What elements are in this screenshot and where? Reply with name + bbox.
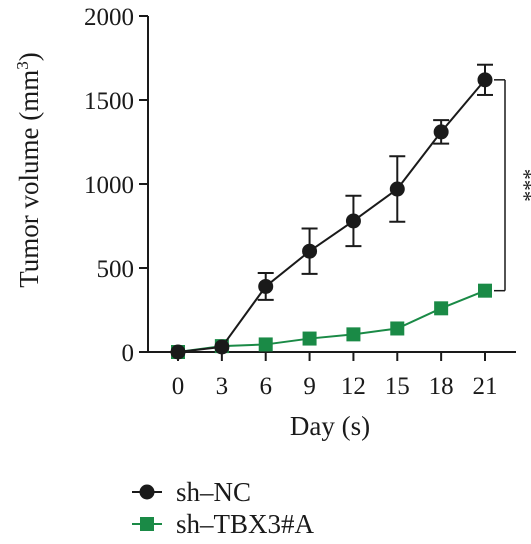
legend-label: sh–NC	[176, 477, 251, 507]
y-axis-title-sup: 3	[13, 61, 32, 70]
data-point	[477, 72, 493, 88]
data-point	[389, 181, 405, 197]
x-tick-label: 6	[259, 373, 272, 400]
x-tick-label: 12	[341, 373, 366, 400]
x-tick-label: 18	[429, 373, 454, 400]
x-tick-label: 15	[385, 373, 410, 400]
data-point	[345, 213, 361, 229]
data-point	[258, 337, 273, 352]
data-point	[302, 331, 317, 346]
y-tick-label: 2000	[84, 4, 134, 31]
data-point	[478, 283, 492, 298]
x-axis-title: Day (s)	[290, 411, 370, 441]
data-point	[302, 243, 318, 259]
legend-label: sh–TBX3#A	[176, 509, 315, 539]
y-axis-title-main: Tumor volume (mm	[14, 70, 44, 288]
legend-item: sh–NC	[132, 477, 251, 507]
series-layer	[170, 63, 493, 360]
x-tick-label: 9	[303, 373, 316, 400]
y-tick-label: 500	[97, 256, 135, 283]
legend-item: sh–TBX3#A	[132, 509, 315, 539]
data-point	[258, 278, 274, 294]
data-point	[214, 339, 230, 355]
y-tick-label: 1000	[84, 172, 134, 199]
x-tick-label: 21	[473, 373, 498, 400]
axes: 0 500 1000 1500 2000 0 3 6 9 12 15 18 21	[84, 4, 516, 400]
data-point	[434, 301, 449, 316]
y-tick-label: 0	[122, 340, 135, 367]
significance-label: ***	[512, 169, 531, 202]
x-tick-label: 3	[216, 373, 229, 400]
data-point	[390, 321, 405, 336]
significance-annotation: ***	[494, 79, 531, 292]
axis-labels: Day (s) Tumor volume (mm3)	[13, 52, 370, 441]
y-axis-title: Tumor volume (mm3)	[13, 52, 44, 288]
data-point	[433, 124, 449, 140]
series-sh-nc	[170, 63, 493, 360]
y-tick-label: 1500	[84, 88, 134, 115]
y-axis-title-close: )	[14, 52, 44, 61]
legend-marker	[140, 517, 154, 531]
data-point	[346, 327, 361, 342]
x-tick-label: 0	[172, 373, 185, 400]
legend-marker	[139, 484, 155, 500]
data-point	[170, 344, 186, 360]
series-line	[177, 79, 486, 353]
